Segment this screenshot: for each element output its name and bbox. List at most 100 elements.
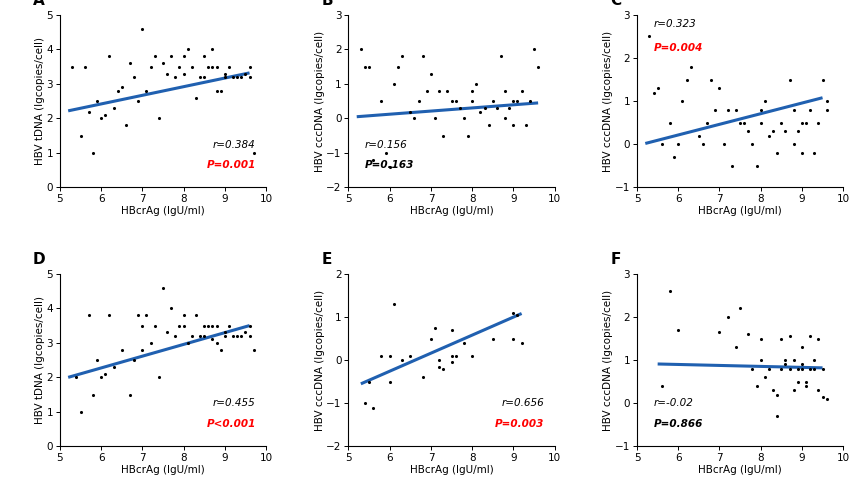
Text: F: F — [610, 252, 621, 267]
Text: P=0.163: P=0.163 — [365, 160, 414, 170]
Point — [98, 111, 112, 119]
Point — [445, 326, 459, 334]
Text: r=0.156: r=0.156 — [365, 139, 407, 149]
Point — [103, 311, 116, 319]
Point — [803, 332, 817, 340]
Point — [366, 404, 380, 412]
Point — [770, 391, 784, 399]
Point — [684, 62, 698, 70]
Point — [680, 76, 693, 84]
Point — [655, 382, 669, 390]
Point — [782, 76, 796, 84]
X-axis label: HBcrAg (lgU/ml): HBcrAg (lgU/ml) — [121, 206, 205, 216]
Text: C: C — [610, 0, 621, 8]
Point — [754, 119, 768, 127]
X-axis label: HBcrAg (lgU/ml): HBcrAg (lgU/ml) — [410, 206, 493, 216]
Point — [391, 62, 405, 70]
Point — [514, 339, 528, 347]
Point — [144, 62, 158, 70]
Point — [725, 162, 739, 170]
Point — [507, 309, 520, 316]
Point — [671, 326, 685, 334]
Point — [156, 59, 169, 67]
Point — [86, 149, 100, 157]
X-axis label: HBcrAg (lgU/ml): HBcrAg (lgU/ml) — [698, 465, 782, 475]
Point — [173, 62, 187, 70]
Point — [375, 97, 389, 105]
Point — [721, 313, 734, 321]
Y-axis label: HBV cccDNA (lgcopies/cell): HBV cccDNA (lgcopies/cell) — [315, 290, 324, 431]
Point — [782, 365, 796, 372]
Point — [144, 339, 158, 347]
Point — [478, 104, 491, 112]
X-axis label: HBcrAg (lgU/ml): HBcrAg (lgU/ml) — [698, 206, 782, 216]
Point — [366, 156, 380, 164]
Point — [523, 97, 537, 105]
Point — [110, 87, 124, 95]
Point — [132, 311, 146, 319]
Point — [441, 87, 455, 95]
Point — [507, 335, 520, 343]
Point — [816, 393, 829, 401]
Point — [214, 87, 228, 95]
Point — [482, 122, 496, 129]
Point — [160, 69, 174, 77]
Point — [169, 73, 182, 81]
Point — [86, 391, 100, 399]
Point — [527, 46, 541, 54]
Point — [709, 106, 722, 114]
Point — [205, 46, 219, 54]
Point — [445, 97, 459, 105]
Y-axis label: HBV cccDNA (lgcopies/cell): HBV cccDNA (lgcopies/cell) — [315, 31, 324, 172]
Point — [770, 149, 784, 157]
Point — [201, 62, 215, 70]
Point — [243, 332, 257, 340]
Point — [507, 122, 520, 129]
Point — [230, 332, 244, 340]
Point — [428, 115, 442, 123]
Point — [820, 97, 834, 105]
Point — [412, 97, 425, 105]
Point — [734, 119, 747, 127]
Point — [90, 97, 104, 105]
Point — [800, 382, 813, 390]
Point — [210, 62, 223, 70]
Y-axis label: HBV tDNA (lgcopies/cell): HBV tDNA (lgcopies/cell) — [35, 37, 45, 165]
Point — [123, 391, 137, 399]
Point — [787, 106, 800, 114]
Point — [643, 33, 657, 41]
Point — [74, 408, 87, 416]
Point — [811, 386, 825, 394]
Point — [123, 59, 137, 67]
Point — [74, 132, 87, 140]
Point — [176, 311, 190, 319]
Point — [383, 163, 396, 171]
Point — [498, 87, 512, 95]
Point — [791, 127, 805, 135]
Point — [754, 335, 768, 343]
Point — [775, 119, 788, 127]
X-axis label: HBcrAg (lgU/ml): HBcrAg (lgU/ml) — [121, 465, 205, 475]
Point — [82, 108, 96, 116]
Point — [193, 73, 207, 81]
Point — [378, 149, 392, 157]
Point — [354, 46, 368, 54]
Point — [164, 305, 178, 312]
Point — [775, 365, 788, 372]
Point — [176, 53, 190, 61]
Point — [218, 69, 232, 77]
Point — [416, 373, 430, 381]
Point — [787, 356, 800, 364]
Point — [362, 62, 376, 70]
Point — [387, 300, 401, 308]
Point — [754, 106, 768, 114]
Point — [750, 162, 764, 170]
Text: r=0.323: r=0.323 — [653, 19, 696, 29]
Point — [103, 53, 116, 61]
Point — [461, 132, 475, 140]
Point — [226, 332, 240, 340]
Point — [210, 339, 223, 347]
Point — [218, 73, 232, 81]
Point — [437, 365, 450, 372]
Point — [795, 361, 809, 369]
